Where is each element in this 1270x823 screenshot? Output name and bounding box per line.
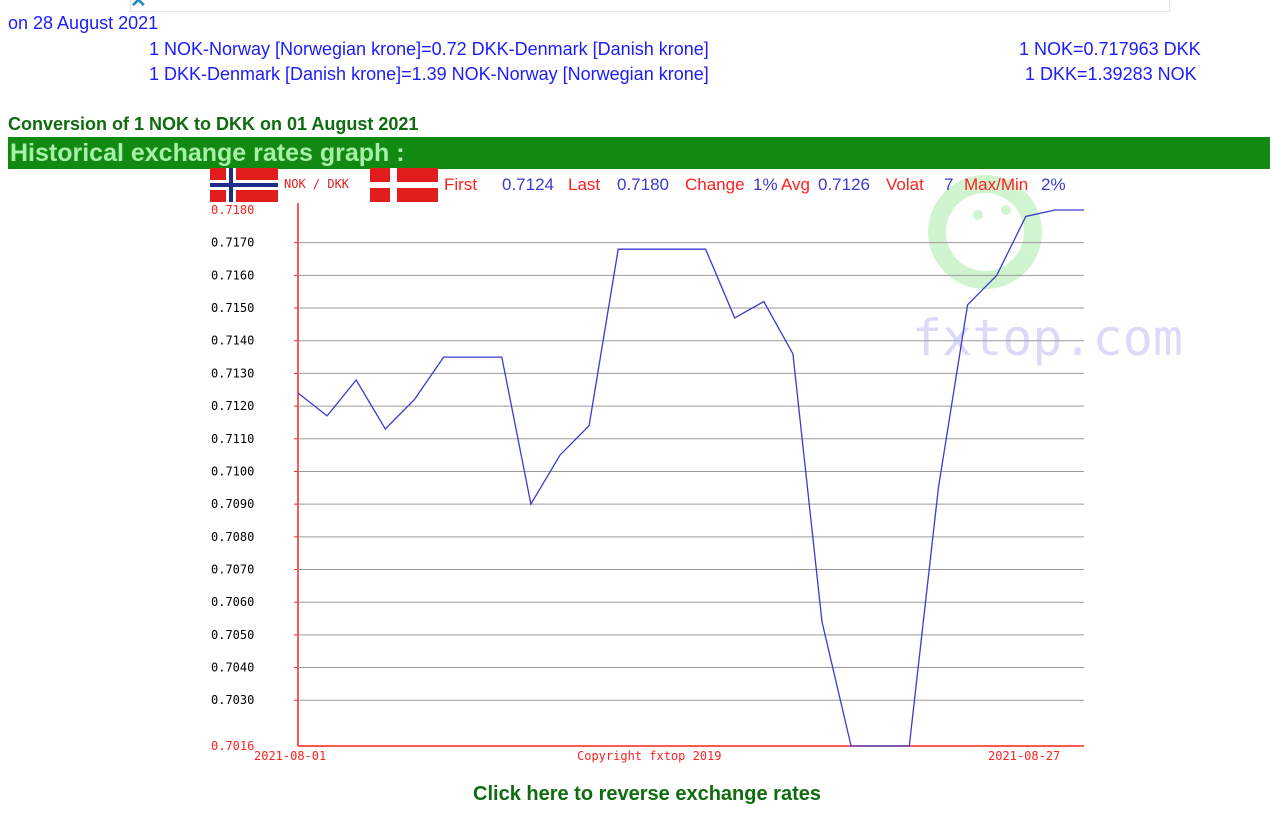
denmark-flag-icon — [370, 168, 438, 202]
y-tick-label: 0.7080 — [211, 530, 254, 544]
x-end-label: 2021-08-27 — [988, 749, 1060, 763]
maxmin-value: 2% — [1041, 175, 1066, 194]
y-tick-label: 0.7110 — [211, 432, 254, 446]
conversion-title: Conversion of 1 NOK to DKK on 01 August … — [8, 114, 419, 134]
y-tick-label: 0.7170 — [211, 236, 254, 250]
y-tick-label: 0.7180 — [211, 203, 254, 217]
currency-pair-label: NOK / DKK — [284, 177, 350, 191]
y-tick-labels: 0.7180 0.7170 0.7160 0.7150 0.7140 0.7130 0.71… — [211, 203, 254, 753]
y-tick-label: 0.7120 — [211, 399, 254, 413]
y-tick-label: 0.7150 — [211, 301, 254, 315]
conversion-dkk-nok-label: 1 DKK-Denmark [Danish krone]=1.39 NOK-No… — [149, 64, 709, 84]
norway-flag-icon — [210, 168, 278, 202]
reverse-rates-link[interactable]: Click here to reverse exchange rates — [473, 783, 821, 805]
last-value: 0.7180 — [617, 175, 669, 194]
first-value: 0.7124 — [502, 175, 554, 194]
watermark-text: fxtop.com — [912, 309, 1183, 367]
y-tick-label: 0.7160 — [211, 268, 254, 282]
grid-layer — [294, 242, 1084, 701]
series-line — [297, 209, 1084, 747]
first-label: First — [444, 175, 477, 194]
volat-label: Volat — [886, 175, 924, 194]
y-tick-label: 0.7140 — [211, 334, 254, 348]
change-label: Change — [685, 175, 745, 194]
conversion-nok-dkk-label: 1 NOK-Norway [Norwegian krone]=0.72 DKK-… — [149, 39, 709, 59]
avg-label: Avg — [781, 175, 810, 194]
volat-value: 7 — [944, 175, 953, 194]
copyright-label: Copyright fxtop 2019 — [577, 749, 722, 763]
historical-graph-heading: Historical exchange rates graph : — [8, 137, 1270, 169]
conversion-nok-dkk-value: 1 NOK=0.717963 DKK — [1019, 39, 1201, 59]
y-tick-label: 0.7090 — [211, 497, 254, 511]
x-start-label: 2021-08-01 — [254, 749, 326, 763]
y-tick-label: 0.7030 — [211, 693, 254, 707]
avg-value: 0.7126 — [818, 175, 870, 194]
change-value: 1% — [753, 175, 778, 194]
smiley-watermark-icon — [928, 175, 1042, 289]
y-tick-label: 0.7016 — [211, 739, 254, 753]
y-tick-label: 0.7070 — [211, 563, 254, 577]
date-line: on 28 August 2021 — [8, 13, 159, 33]
close-icon[interactable]: ✕ — [130, 0, 147, 12]
conversion-dkk-nok-value: 1 DKK=1.39283 NOK — [1025, 64, 1197, 84]
y-tick-label: 0.7130 — [211, 366, 254, 380]
series-layer — [297, 209, 1084, 747]
last-label: Last — [568, 175, 600, 194]
maxmin-label: Max/Min — [964, 175, 1028, 194]
y-tick-label: 0.7050 — [211, 628, 254, 642]
fxtop-watermark: fxtop.com — [912, 175, 1183, 367]
top-frame-bar — [130, 0, 1170, 12]
y-tick-label: 0.7100 — [211, 464, 254, 478]
y-tick-label: 0.7060 — [211, 595, 254, 609]
y-tick-label: 0.7040 — [211, 661, 254, 675]
